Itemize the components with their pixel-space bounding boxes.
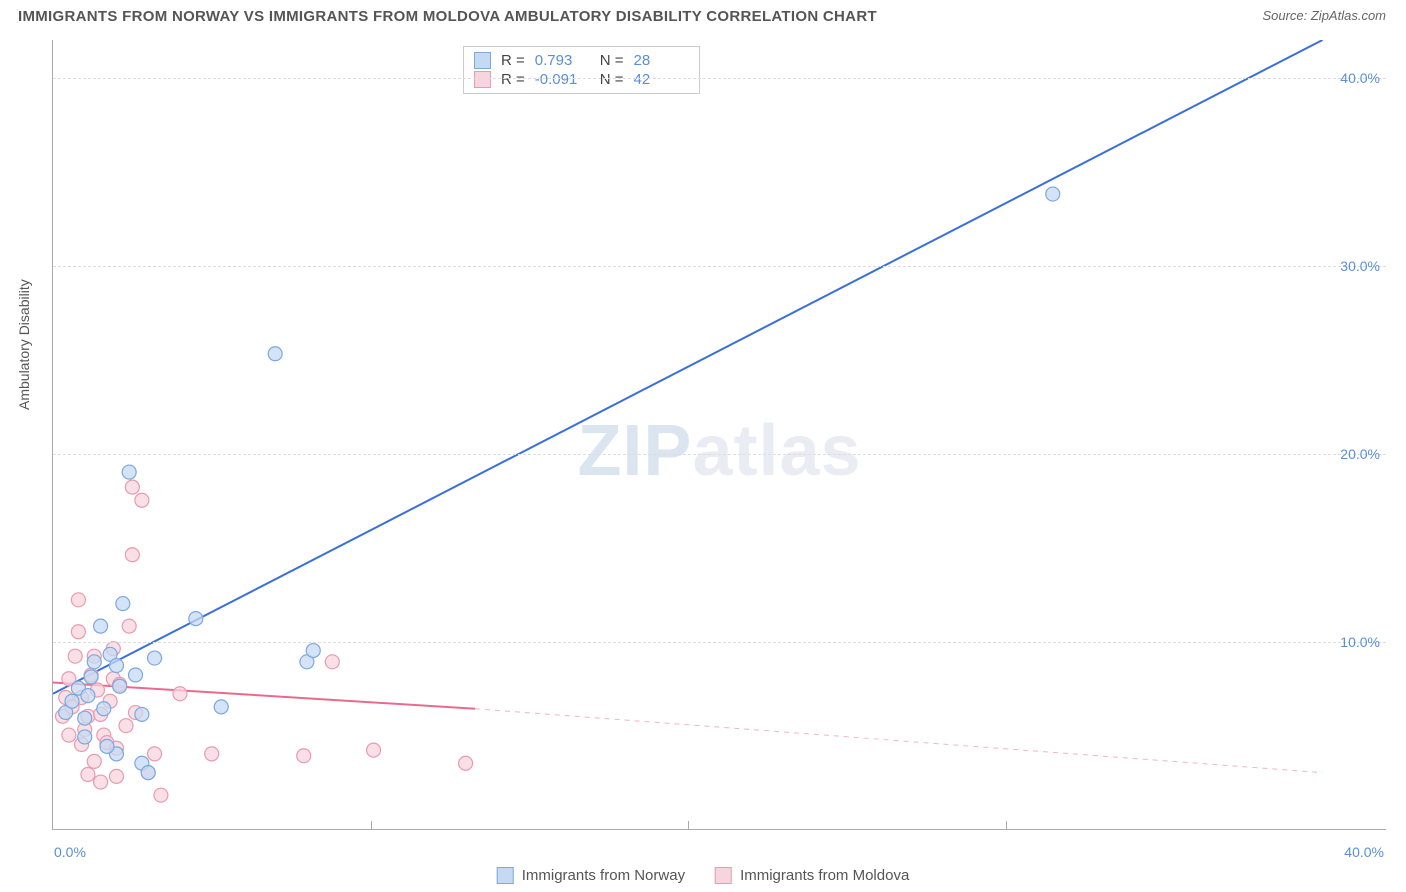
swatch-norway <box>474 52 491 69</box>
r-value-norway: 0.793 <box>535 52 590 69</box>
x-tick-max: 40.0% <box>1344 844 1384 860</box>
swatch-moldova-icon <box>715 867 732 884</box>
n-label: N = <box>600 71 624 88</box>
legend-label-moldova: Immigrants from Moldova <box>740 867 909 884</box>
y-axis-label: Ambulatory Disability <box>16 279 32 410</box>
r-value-moldova: -0.091 <box>535 71 590 88</box>
swatch-moldova <box>474 71 491 88</box>
y-tick-label: 30.0% <box>1340 258 1380 274</box>
y-tick-label: 10.0% <box>1340 634 1380 650</box>
plot-region: ZIPatlas R = 0.793 N = 28 R = -0.091 N =… <box>52 40 1386 830</box>
legend-stats-row-norway: R = 0.793 N = 28 <box>474 51 689 70</box>
chart-title: IMMIGRANTS FROM NORWAY VS IMMIGRANTS FRO… <box>18 8 877 25</box>
legend-label-norway: Immigrants from Norway <box>522 867 685 884</box>
legend-item-moldova: Immigrants from Moldova <box>715 867 909 884</box>
n-label: N = <box>600 52 624 69</box>
legend-stats-box: R = 0.793 N = 28 R = -0.091 N = 42 <box>463 46 700 94</box>
legend-item-norway: Immigrants from Norway <box>497 867 685 884</box>
legend-bottom: Immigrants from Norway Immigrants from M… <box>497 867 910 884</box>
legend-stats-row-moldova: R = -0.091 N = 42 <box>474 70 689 89</box>
plot-svg <box>53 40 1386 829</box>
n-value-norway: 28 <box>634 52 689 69</box>
r-label: R = <box>501 52 525 69</box>
swatch-norway-icon <box>497 867 514 884</box>
r-label: R = <box>501 71 525 88</box>
y-tick-label: 20.0% <box>1340 446 1380 462</box>
chart-source: Source: ZipAtlas.com <box>1262 8 1386 23</box>
x-tick-min: 0.0% <box>54 844 86 860</box>
y-tick-label: 40.0% <box>1340 70 1380 86</box>
chart-area: ZIPatlas R = 0.793 N = 28 R = -0.091 N =… <box>52 40 1386 840</box>
n-value-moldova: 42 <box>634 71 689 88</box>
